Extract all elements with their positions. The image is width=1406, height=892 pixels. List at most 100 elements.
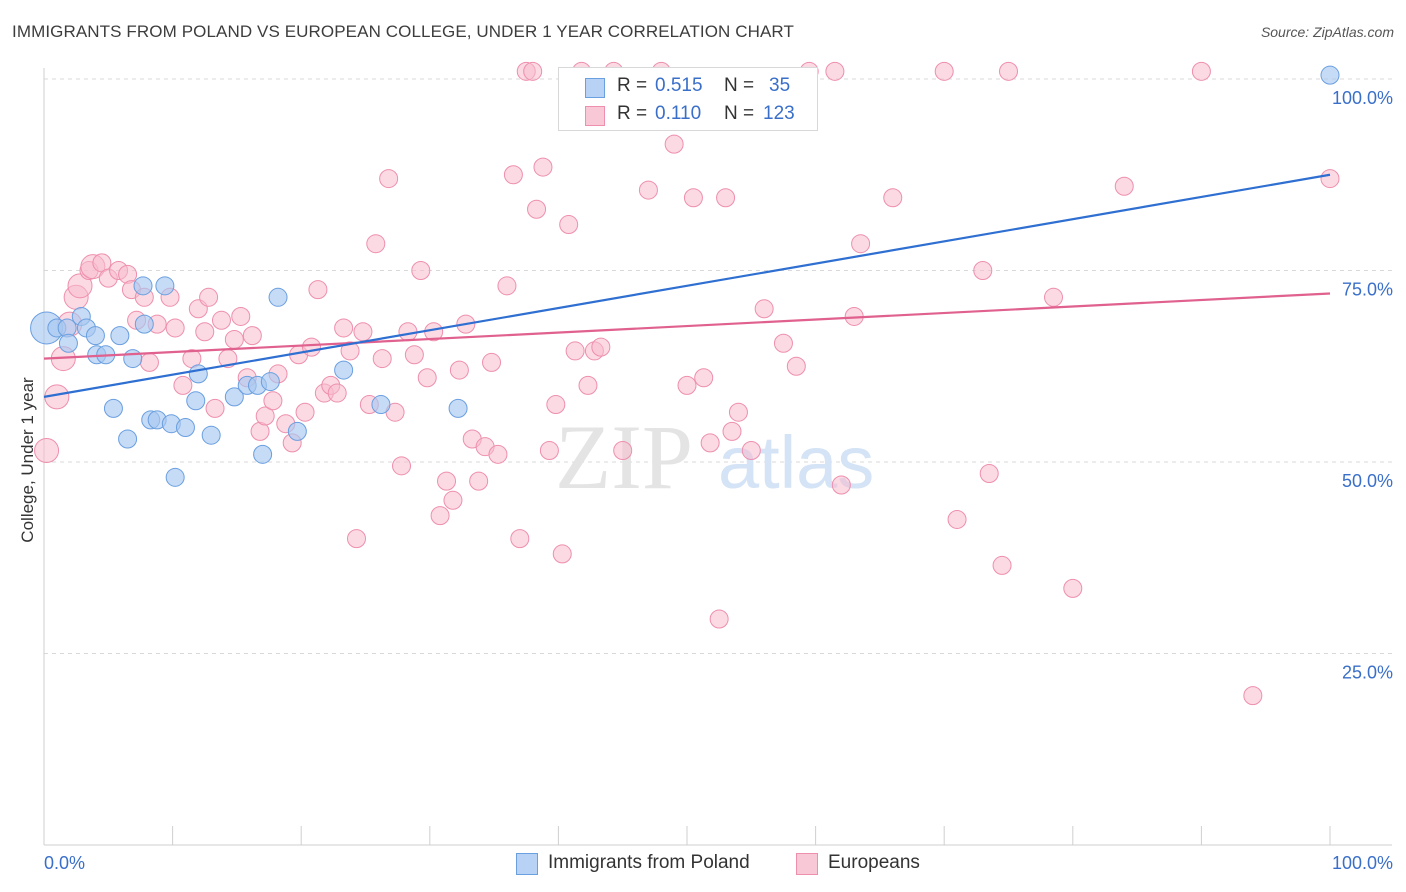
europeans-point — [947, 509, 967, 529]
europeans-point — [638, 180, 658, 200]
legend-n-label: N = — [724, 75, 755, 96]
europeans-point — [443, 490, 463, 510]
bottom-legend-swatch-poland — [516, 853, 538, 875]
europeans-point — [503, 165, 523, 185]
europeans-point — [195, 322, 215, 342]
europeans-point — [510, 529, 530, 549]
europeans-point — [539, 441, 559, 461]
europeans-point — [308, 280, 328, 300]
europeans-point — [578, 375, 598, 395]
europeans-point — [199, 287, 219, 307]
poland-point — [58, 333, 78, 353]
europeans-point — [716, 188, 736, 208]
europeans-point — [694, 368, 714, 388]
poland-point — [186, 391, 206, 411]
legend-n-label: N = — [724, 103, 755, 124]
europeans-point — [851, 234, 871, 254]
europeans-point — [346, 529, 366, 549]
europeans-point — [165, 318, 185, 338]
europeans-point — [231, 306, 251, 326]
poland-point — [175, 418, 195, 438]
europeans-point — [372, 349, 392, 369]
y-tick-label: 25.0% — [1342, 663, 1393, 683]
europeans-point — [211, 310, 231, 330]
europeans-point — [224, 329, 244, 349]
poland-point — [85, 326, 105, 346]
europeans-point — [366, 234, 386, 254]
europeans-point — [449, 360, 469, 380]
y-tick-label: 50.0% — [1342, 471, 1393, 491]
europeans-point — [728, 402, 748, 422]
poland-point — [165, 467, 185, 487]
poland-point — [123, 349, 143, 369]
europeans-point — [67, 273, 93, 299]
europeans-point — [205, 398, 225, 418]
europeans-point — [379, 169, 399, 189]
poland-point — [253, 444, 273, 464]
x-tick-label: 0.0% — [44, 853, 85, 873]
poland-point — [260, 372, 280, 392]
poland-trend-line — [43, 173, 1331, 398]
europeans-point — [1114, 176, 1134, 196]
europeans-point — [1044, 287, 1064, 307]
europeans-point — [979, 463, 999, 483]
europeans-point — [430, 506, 450, 526]
europeans-point — [591, 337, 611, 357]
x-tick-label: 100.0% — [1332, 853, 1393, 873]
europeans-point — [773, 333, 793, 353]
europeans-point — [469, 471, 489, 491]
poland-point — [287, 421, 307, 441]
europeans-point — [327, 383, 347, 403]
europeans-point — [559, 215, 579, 235]
y-tick-label: 75.0% — [1342, 280, 1393, 300]
watermark-atlas: atlas — [718, 421, 874, 504]
poland-point — [110, 326, 130, 346]
europeans-point — [883, 188, 903, 208]
europeans-point — [139, 352, 159, 372]
europeans-point — [295, 402, 315, 422]
poland-point — [224, 387, 244, 407]
gridlines — [44, 78, 1392, 654]
bottom-legend-label-poland: Immigrants from Poland — [548, 852, 750, 873]
poland-point — [155, 276, 175, 296]
europeans-point — [1063, 578, 1083, 598]
europeans-point — [523, 61, 543, 81]
europeans-point — [546, 395, 566, 415]
europeans-point — [334, 318, 354, 338]
poland-point — [133, 276, 153, 296]
europeans-point — [353, 322, 373, 342]
europeans-point — [497, 276, 517, 296]
poland-point — [134, 314, 154, 334]
europeans-point — [754, 299, 774, 319]
europeans-point — [417, 368, 437, 388]
y-tick-label: 100.0% — [1332, 88, 1393, 108]
europeans-point — [552, 544, 572, 564]
europeans-point — [488, 444, 508, 464]
europeans-point — [301, 337, 321, 357]
europeans-point — [173, 375, 193, 395]
poland-point — [268, 287, 288, 307]
europeans-point — [825, 61, 845, 81]
europeans-point — [1243, 686, 1263, 706]
europeans-point — [411, 261, 431, 280]
europeans-point — [437, 471, 457, 491]
europeans-trend-line — [43, 292, 1331, 360]
bottom-legend-swatch-europeans — [796, 853, 818, 875]
europeans-point — [786, 356, 806, 376]
europeans-point — [1191, 61, 1211, 81]
legend-row-europeans: R = 0.110 N = 123 — [559, 100, 817, 128]
europeans-point — [741, 441, 761, 461]
legend-r-label: R = — [617, 75, 648, 96]
europeans-point — [263, 391, 283, 411]
europeans-point — [392, 456, 412, 476]
y-axis-label: College, Under 1 year — [18, 377, 37, 543]
europeans-point — [999, 61, 1018, 81]
europeans-point — [533, 157, 553, 177]
europeans-point — [527, 199, 547, 219]
legend-r-value: 0.515 — [655, 75, 703, 96]
europeans-point — [398, 322, 418, 342]
source-label: Source: ZipAtlas.com — [1260, 24, 1394, 40]
poland-point — [448, 398, 468, 418]
chart-title: IMMIGRANTS FROM POLAND VS EUROPEAN COLLE… — [12, 22, 794, 41]
poland-point — [201, 425, 221, 445]
